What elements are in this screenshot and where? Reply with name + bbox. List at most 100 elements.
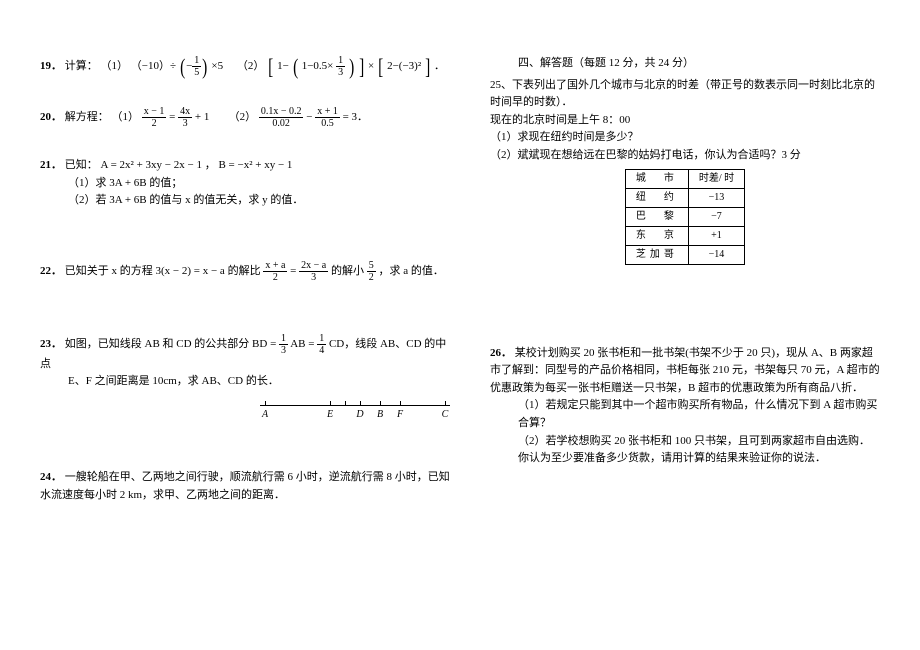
table-row: 城 市 时差/ 时 xyxy=(625,169,744,188)
bracket-icon: [ xyxy=(268,56,273,78)
text: AB = xyxy=(290,338,317,350)
expr: ×5 xyxy=(211,60,223,72)
table-cell: −7 xyxy=(688,207,744,226)
part1-label: （1） xyxy=(112,111,140,123)
tick-mark xyxy=(445,401,446,406)
text: 的解小 xyxy=(331,265,367,277)
label: 解方程： xyxy=(65,111,109,123)
point-label: D xyxy=(356,407,363,423)
tick-mark xyxy=(400,401,401,406)
problem-24: 24． 一艘轮船在甲、乙两地之间行驶，顺流航行需 6 小时，逆流航行需 8 小时… xyxy=(40,469,450,504)
point-label: B xyxy=(377,407,383,423)
bracket-icon: [ xyxy=(378,56,383,78)
fraction: x + a2 xyxy=(263,260,287,283)
table-cell: −14 xyxy=(688,245,744,264)
tick-mark xyxy=(265,401,266,406)
text: 已知关于 x 的方程 3(x − 2) = x − a 的解比 xyxy=(65,265,264,277)
point-label: C xyxy=(442,407,449,423)
problem-25-q2: （2）斌斌现在想给远在巴黎的姑妈打电话，你认为合适吗？3 分 xyxy=(490,147,880,165)
paren-icon: ( xyxy=(293,56,298,78)
table-row: 纽 约 −13 xyxy=(625,188,744,207)
tick-mark xyxy=(345,401,346,406)
number-line-diagram: AEDBFC xyxy=(260,399,450,419)
section-heading: 四、解答题（每题 12 分，共 24 分） xyxy=(490,55,880,73)
expr: （−10）÷ xyxy=(131,60,176,72)
tick-mark xyxy=(330,401,331,406)
paren-icon: ( xyxy=(180,56,185,78)
problem-number: 26． xyxy=(490,347,512,359)
point-label: F xyxy=(397,407,403,423)
text: E、F 之间距离是 10cm，求 AB、CD 的长． xyxy=(40,373,450,391)
eq: = 3． xyxy=(343,111,368,123)
paren-icon: ) xyxy=(202,56,207,78)
problem-20: 20． 解方程： （1） x − 12 = 4x3 + 1 （2） 0.1x −… xyxy=(40,106,450,129)
label: 已知： xyxy=(65,159,98,171)
table-cell: 纽 约 xyxy=(625,188,688,207)
bracket-icon: ] xyxy=(425,56,430,78)
fraction: 52 xyxy=(367,260,376,283)
problem-25-q1: （1）求现在纽约时间是多少？ xyxy=(490,129,880,147)
problem-number: 24． xyxy=(40,471,62,483)
plus: + 1 xyxy=(195,111,209,123)
table-cell: +1 xyxy=(688,226,744,245)
problem-26: 26． 某校计划购买 20 张书柜和一批书架(书架不少于 20 只)，现从 A、… xyxy=(490,345,880,468)
fraction: 13 xyxy=(279,333,288,356)
problem-number: 19． xyxy=(40,60,62,72)
expr: 1− xyxy=(277,60,289,72)
expr: 1−0.5× xyxy=(302,60,334,72)
expr: ． xyxy=(434,60,445,72)
table-row: 巴 黎 −7 xyxy=(625,207,744,226)
spacer xyxy=(490,265,880,345)
tick-mark xyxy=(380,401,381,406)
table-cell: 芝加哥 xyxy=(625,245,688,264)
fraction: 4x3 xyxy=(178,106,192,129)
point-label: A xyxy=(262,407,268,423)
expr: 2−(−3)² xyxy=(387,60,421,72)
problem-22: 22． 已知关于 x 的方程 3(x − 2) = x − a 的解比 x + … xyxy=(40,260,450,283)
fraction: x + 10.5 xyxy=(315,106,340,129)
bracket-icon: ] xyxy=(359,56,364,78)
point-label: E xyxy=(327,407,333,423)
problem-21: 21． 已知： A = 2x² + 3xy − 2x − 1 ， B = −x²… xyxy=(40,157,450,210)
table-cell: 东 京 xyxy=(625,226,688,245)
label: 计算： xyxy=(65,60,98,72)
expr: A = 2x² + 3xy − 2x − 1 ， B = −x² + xy − … xyxy=(101,159,293,171)
eq: = xyxy=(169,111,178,123)
table-header: 时差/ 时 xyxy=(688,169,744,188)
table-header: 城 市 xyxy=(625,169,688,188)
part2-label: （2） xyxy=(237,60,265,72)
problem-25-intro: 25、下表列出了国外几个城市与北京的时差（带正号的数表示同一时刻比北京的时间早的… xyxy=(490,77,880,112)
table-cell: −13 xyxy=(688,188,744,207)
fraction: x − 12 xyxy=(142,106,167,129)
sub-question: （1）若规定只能到其中一个超市购买所有物品，什么情况下到 A 超市购买合算？ xyxy=(490,397,880,432)
timezone-table: 城 市 时差/ 时 纽 约 −13 巴 黎 −7 东 京 +1 芝加哥 −14 xyxy=(625,169,745,265)
table-cell: 巴 黎 xyxy=(625,207,688,226)
problem-25-now: 现在的北京时间是上午 8：00 xyxy=(490,112,880,130)
text: 某校计划购买 20 张书柜和一批书架(书架不少于 20 只)，现从 A、B 两家… xyxy=(490,347,880,394)
problem-number: 22． xyxy=(40,265,62,277)
minus: − xyxy=(306,111,315,123)
fraction: 0.1x − 0.20.02 xyxy=(259,106,304,129)
sub-question: （2）若学校想购买 20 张书柜和 100 只书架，且可到两家超市自由选购．你认… xyxy=(490,433,880,468)
sub-question: （2）若 3A + 6B 的值与 x 的值无关，求 y 的值． xyxy=(40,192,450,210)
sub-question: （1）求 3A + 6B 的值； xyxy=(40,175,450,193)
problem-number: 20． xyxy=(40,111,62,123)
problem-number: 21． xyxy=(40,159,62,171)
line-segment xyxy=(260,405,450,406)
fraction: 13 xyxy=(336,55,345,78)
left-column: 19． 计算： （1） （−10）÷ ( − 15) ×5 （2） [ 1− ( 1… xyxy=(30,55,470,630)
problem-23: 23． 如图，已知线段 AB 和 CD 的公共部分 BD = 13 AB = 1… xyxy=(40,333,450,419)
text: 一艘轮船在甲、乙两地之间行驶，顺流航行需 6 小时，逆流航行需 8 小时，已知水… xyxy=(40,471,450,501)
text: ，求 a 的值． xyxy=(378,265,443,277)
table-row: 芝加哥 −14 xyxy=(625,245,744,264)
part2-label: （2） xyxy=(229,111,257,123)
paren-icon: ) xyxy=(349,56,354,78)
eq: = xyxy=(290,265,299,277)
part1-label: （1） xyxy=(101,60,129,72)
problem-number: 23． xyxy=(40,338,62,350)
problem-19: 19． 计算： （1） （−10）÷ (−15) ×5 （2） [ 1− ( 1… xyxy=(40,55,450,78)
expr: × xyxy=(368,60,374,72)
fraction: 2x − a3 xyxy=(299,260,328,283)
fraction: 14 xyxy=(317,333,326,356)
fraction: 15 xyxy=(192,55,201,78)
